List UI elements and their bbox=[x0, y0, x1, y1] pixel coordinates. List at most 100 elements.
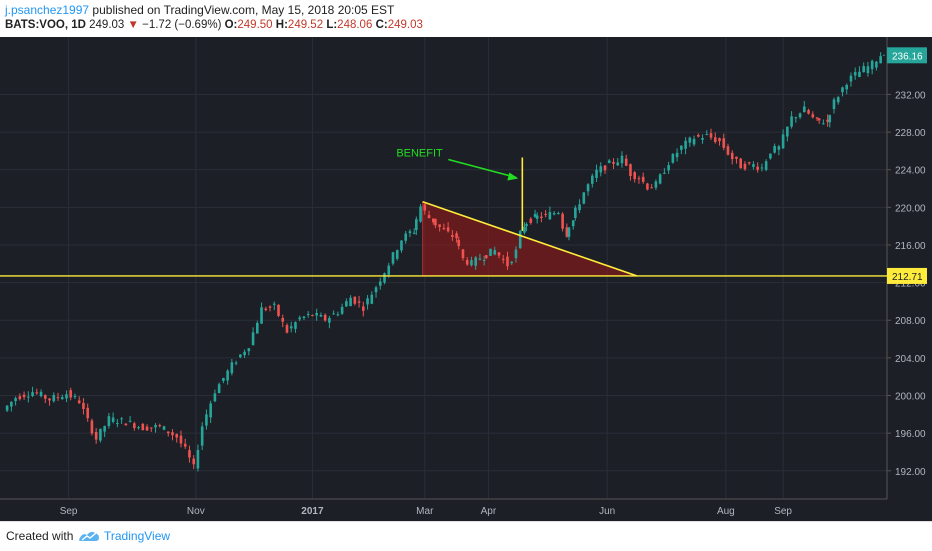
candle-body bbox=[862, 66, 865, 73]
candle-body bbox=[697, 134, 700, 137]
x-tick-label: Sep bbox=[774, 506, 792, 517]
y-tick-label: 212.00 bbox=[895, 279, 926, 290]
candle-body bbox=[832, 99, 836, 110]
candle-body bbox=[99, 428, 102, 441]
candle-body bbox=[817, 118, 821, 121]
candle-body bbox=[149, 427, 153, 429]
down-arrow-icon: ▼ bbox=[127, 19, 139, 31]
created-with-text: Created with bbox=[6, 529, 74, 543]
candle-body bbox=[565, 227, 569, 237]
candle-body bbox=[798, 113, 802, 118]
candle-body bbox=[226, 370, 229, 381]
candle-body bbox=[145, 426, 149, 431]
support-level-badge bbox=[887, 267, 927, 284]
candle-body bbox=[133, 423, 136, 429]
candle-body bbox=[302, 316, 306, 318]
candle-body bbox=[82, 402, 85, 410]
candle-body bbox=[548, 212, 552, 220]
candle-body bbox=[319, 314, 323, 317]
candle-body bbox=[484, 255, 488, 259]
y-tick-label: 228.00 bbox=[895, 128, 926, 139]
y-tick-label: 224.00 bbox=[895, 166, 926, 177]
candle-body bbox=[175, 434, 179, 438]
candle-body bbox=[31, 392, 34, 397]
candle-body bbox=[641, 176, 645, 182]
candle-body bbox=[277, 304, 280, 316]
candle-body bbox=[794, 117, 798, 119]
close-label: C: bbox=[375, 19, 388, 31]
last-price: 249.03 bbox=[89, 19, 125, 31]
candle-body bbox=[213, 393, 217, 402]
candle-body bbox=[234, 362, 238, 364]
candle-body bbox=[222, 377, 225, 381]
candle-body bbox=[735, 156, 738, 159]
candle-body bbox=[404, 233, 408, 241]
candle-body bbox=[247, 348, 251, 352]
candle-body bbox=[243, 351, 246, 356]
candle-body bbox=[94, 431, 98, 440]
candle-body bbox=[60, 397, 64, 400]
low-label: L: bbox=[326, 19, 338, 31]
candle-body bbox=[451, 234, 454, 237]
candle-body bbox=[501, 258, 505, 260]
candle-body bbox=[637, 178, 641, 180]
candle-body bbox=[48, 398, 51, 401]
candle-body bbox=[43, 395, 47, 399]
candle-body bbox=[510, 261, 514, 264]
benefit-arrow-head-icon bbox=[507, 172, 519, 181]
candle-body bbox=[561, 213, 564, 229]
candle-body bbox=[658, 174, 662, 184]
candle-body bbox=[769, 153, 772, 159]
candle-body bbox=[116, 423, 119, 425]
candle-body bbox=[756, 166, 759, 170]
candle-body bbox=[535, 215, 539, 219]
candle-body bbox=[311, 315, 314, 317]
candle-body bbox=[620, 155, 624, 164]
y-tick-label: 192.00 bbox=[895, 467, 926, 478]
candle-body bbox=[366, 298, 369, 305]
candle-body bbox=[603, 165, 607, 171]
candle-body bbox=[465, 259, 469, 265]
price-chart[interactable]: 192.00 196.00 200.00 204.00 208.00 212.00 216.… bbox=[0, 37, 932, 521]
candle-body bbox=[739, 158, 743, 169]
candle-body bbox=[841, 87, 844, 93]
candle-body bbox=[357, 301, 361, 303]
tradingview-brand-link[interactable]: TradingView bbox=[104, 529, 171, 543]
candle-body bbox=[281, 317, 285, 322]
candle-body bbox=[529, 218, 533, 223]
candle-body bbox=[474, 257, 477, 266]
candle-body bbox=[285, 325, 289, 333]
candle-body bbox=[18, 396, 22, 400]
candle-body bbox=[777, 146, 781, 150]
open-label: O: bbox=[224, 19, 238, 31]
candle-body bbox=[158, 425, 162, 427]
open-value: 249.50 bbox=[237, 19, 273, 31]
y-tick-label: 220.00 bbox=[895, 203, 926, 214]
candle-body bbox=[478, 258, 482, 260]
candle-body bbox=[760, 167, 764, 169]
candle-body bbox=[845, 84, 849, 90]
candle-body bbox=[196, 449, 200, 469]
last-price-badge bbox=[887, 47, 927, 64]
candle-body bbox=[56, 397, 60, 399]
candle-body bbox=[828, 115, 832, 123]
candle-body bbox=[171, 432, 174, 436]
low-value: 248.06 bbox=[337, 19, 373, 31]
candle-body bbox=[124, 423, 128, 426]
candle-body bbox=[455, 233, 458, 239]
candle-body bbox=[482, 259, 486, 261]
candle-body bbox=[684, 140, 687, 149]
close-value: 249.03 bbox=[387, 19, 423, 31]
tradingview-logo-icon[interactable] bbox=[78, 528, 100, 544]
y-tick-label: 200.00 bbox=[895, 392, 926, 403]
x-tick-label: 2017 bbox=[301, 506, 324, 517]
candle-body bbox=[251, 332, 255, 346]
candle-body bbox=[616, 162, 620, 166]
candle-body bbox=[489, 248, 492, 256]
benefit-arrow-icon bbox=[448, 158, 517, 179]
candle-body bbox=[786, 126, 789, 137]
candle-body bbox=[14, 398, 17, 402]
author-link[interactable]: j.psanchez1997 bbox=[5, 3, 90, 17]
candle-body bbox=[27, 396, 30, 398]
candle-body bbox=[162, 426, 166, 430]
